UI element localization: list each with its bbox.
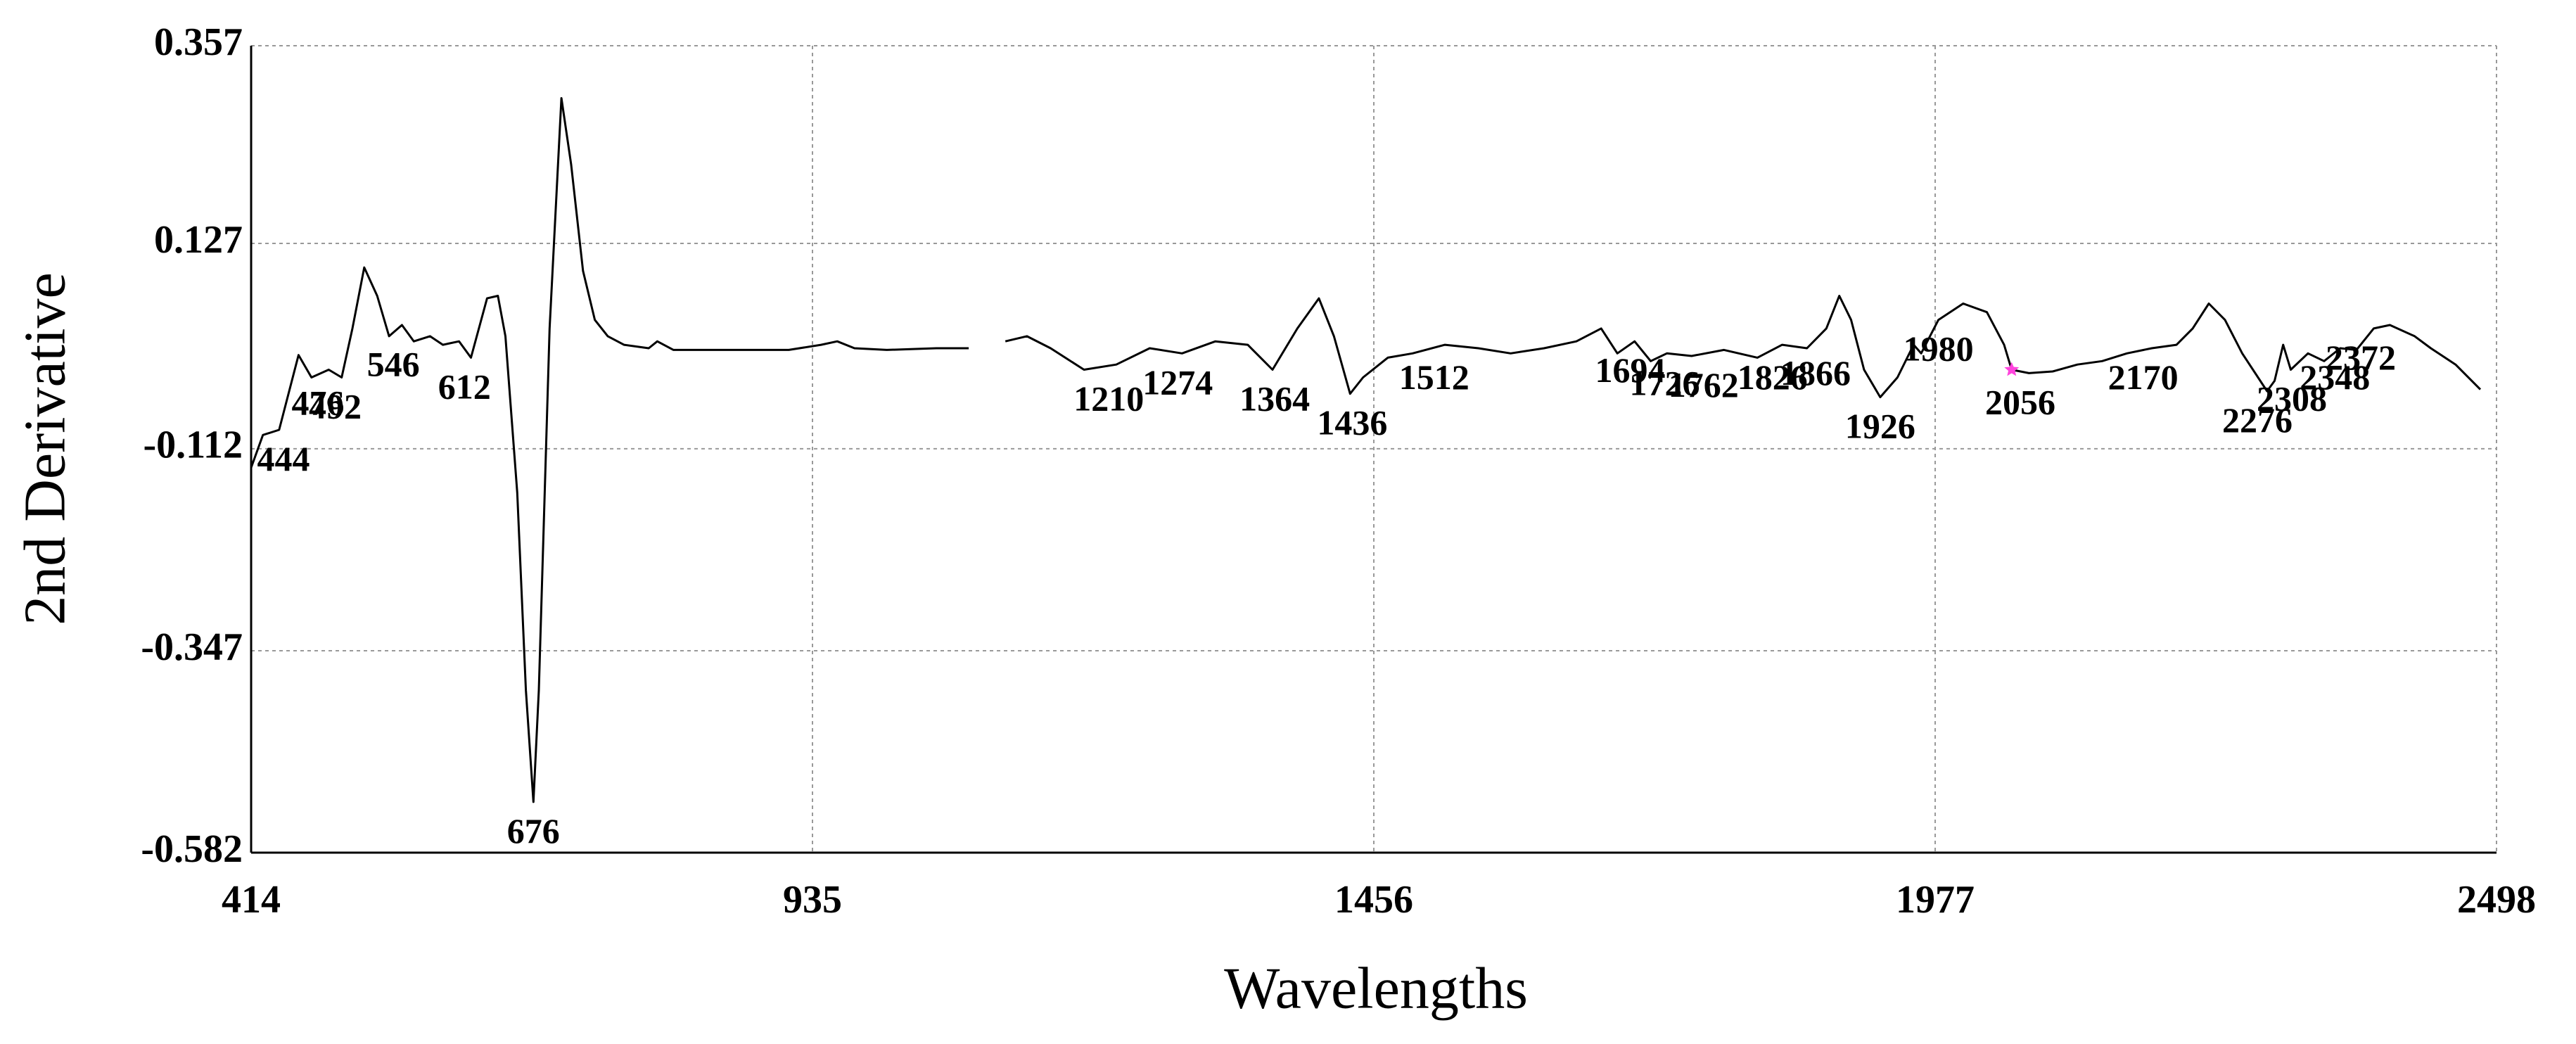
peak-label: 1364 [1239,379,1310,419]
y-tick-label: -0.347 [141,625,243,669]
x-tick-label: 1456 [1334,878,1413,922]
y-tick-label: -0.582 [141,827,243,871]
y-tick-label: 0.357 [154,20,243,64]
peak-label: 1210 [1073,379,1144,419]
peak-label: 476 [291,383,344,423]
peak-label: 1436 [1317,403,1387,443]
peak-label: 546 [367,345,420,384]
y-tick-label: -0.112 [143,424,243,467]
point-marker [2004,362,2020,376]
peak-label: 1274 [1142,362,1213,402]
peak-label: 1926 [1845,407,1915,446]
peak-label: 676 [507,811,560,851]
peak-label: 2308 [2257,379,2327,419]
peak-label: 2276 [2222,400,2293,440]
peak-label: 1980 [1904,329,1974,369]
peak-label: 1826 [1737,357,1808,397]
peak-label: 1726 [1630,364,1700,403]
peak-label: 444 [257,439,310,478]
peak-label: 1512 [1399,357,1469,397]
data-line [250,97,2482,803]
peak-label: 2348 [2300,357,2370,397]
y-axis-title: 2nd Derivative [12,272,77,625]
peak-label: 2056 [1985,382,2055,421]
x-tick-label: 2498 [2457,878,2536,922]
peak-label: 2170 [2108,357,2179,397]
peak-label: 1762 [1669,365,1739,405]
x-tick-label: 414 [222,878,281,922]
peak-label: 612 [438,367,491,406]
peak-label: 2372 [2326,338,2396,377]
x-tick-label: 1977 [1896,878,1975,922]
y-tick-label: 0.127 [154,218,243,262]
peak-label: 1694 [1595,350,1666,390]
peak-label: 492 [309,387,362,426]
x-tick-label: 935 [783,878,842,922]
x-axis-title: Wavelengths [1224,955,1528,1021]
peak-label: 1866 [1780,353,1851,393]
